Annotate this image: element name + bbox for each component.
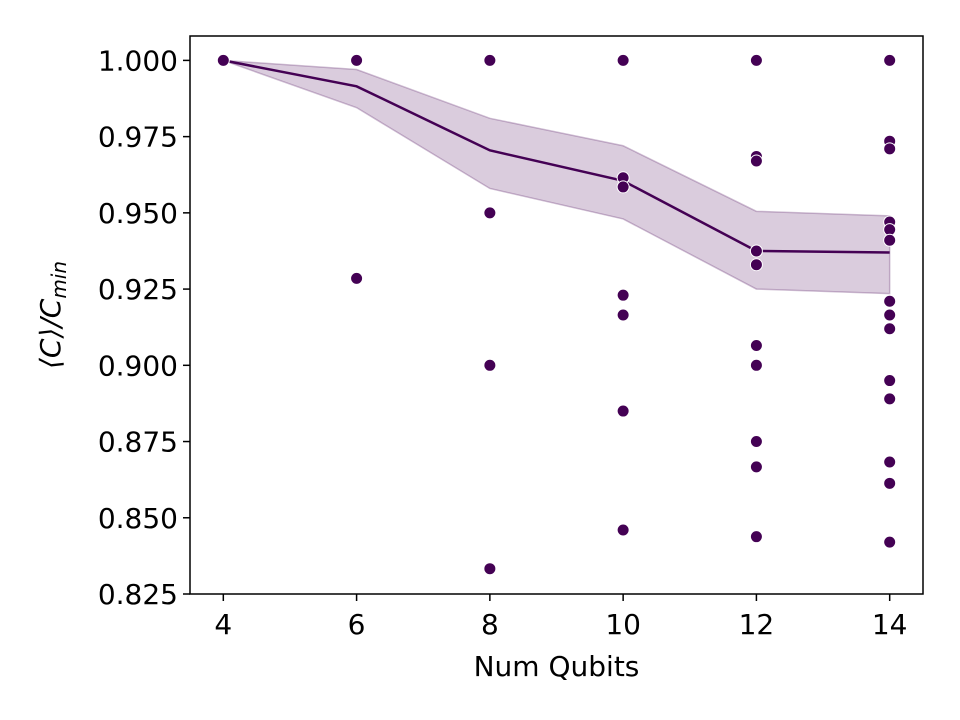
x-tick-label: 10	[605, 608, 641, 641]
y-axis-label: ⟨C⟩/Cmin	[34, 261, 71, 369]
data-point	[749, 244, 763, 258]
data-point	[350, 53, 364, 67]
data-point	[483, 562, 497, 576]
data-point	[883, 476, 897, 490]
data-point	[483, 53, 497, 67]
x-axis-label: Num Qubits	[474, 650, 640, 683]
data-point	[883, 535, 897, 549]
data-point	[749, 460, 763, 474]
data-point	[883, 455, 897, 469]
y-axis-ticks: 1.000 0.975 0.950 0.925 0.900 0.875 0.850 0.825	[98, 44, 190, 611]
data-point	[883, 308, 897, 322]
data-point	[749, 435, 763, 449]
confidence-band-layer	[223, 59, 891, 295]
y-tick-label: 0.950	[98, 197, 178, 230]
data-point	[483, 206, 497, 220]
plot-frame	[189, 35, 924, 595]
y-tick-label: 0.825	[98, 578, 178, 611]
data-point	[883, 53, 897, 67]
x-axis-ticks: 4 6 8 10 12 14	[214, 594, 908, 641]
data-point	[616, 53, 630, 67]
data-point	[616, 180, 630, 194]
y-axis-label-sub: min	[47, 261, 71, 299]
data-point	[216, 53, 230, 67]
y-tick-label: 1.000	[98, 44, 178, 77]
data-point	[883, 392, 897, 406]
y-tick-label: 0.850	[98, 502, 178, 535]
x-tick-label: 14	[872, 608, 908, 641]
data-point	[616, 288, 630, 302]
data-point	[350, 271, 364, 285]
data-point	[883, 374, 897, 388]
data-point	[883, 294, 897, 308]
mean-line	[223, 59, 890, 254]
y-tick-label: 0.925	[98, 273, 178, 306]
data-point	[883, 142, 897, 156]
x-tick-label: 12	[739, 608, 775, 641]
x-tick-label: 4	[214, 608, 232, 641]
y-tick-label: 0.875	[98, 426, 178, 459]
data-point	[749, 258, 763, 272]
y-tick-label: 0.900	[98, 349, 178, 382]
data-point	[616, 404, 630, 418]
data-point	[749, 154, 763, 168]
data-point	[749, 530, 763, 544]
data-point	[883, 322, 897, 336]
data-point	[749, 358, 763, 372]
scatter-points-layer	[216, 53, 897, 576]
x-tick-label: 6	[348, 608, 366, 641]
mean-line-layer	[223, 59, 890, 254]
data-point	[749, 338, 763, 352]
data-point	[616, 523, 630, 537]
data-point	[616, 308, 630, 322]
x-tick-label: 8	[481, 608, 499, 641]
y-axis-label-main: ⟨C⟩/C	[34, 298, 67, 369]
confidence-band	[223, 59, 891, 295]
data-point	[483, 358, 497, 372]
data-point	[883, 233, 897, 247]
y-tick-label: 0.975	[98, 121, 178, 154]
data-point	[749, 53, 763, 67]
